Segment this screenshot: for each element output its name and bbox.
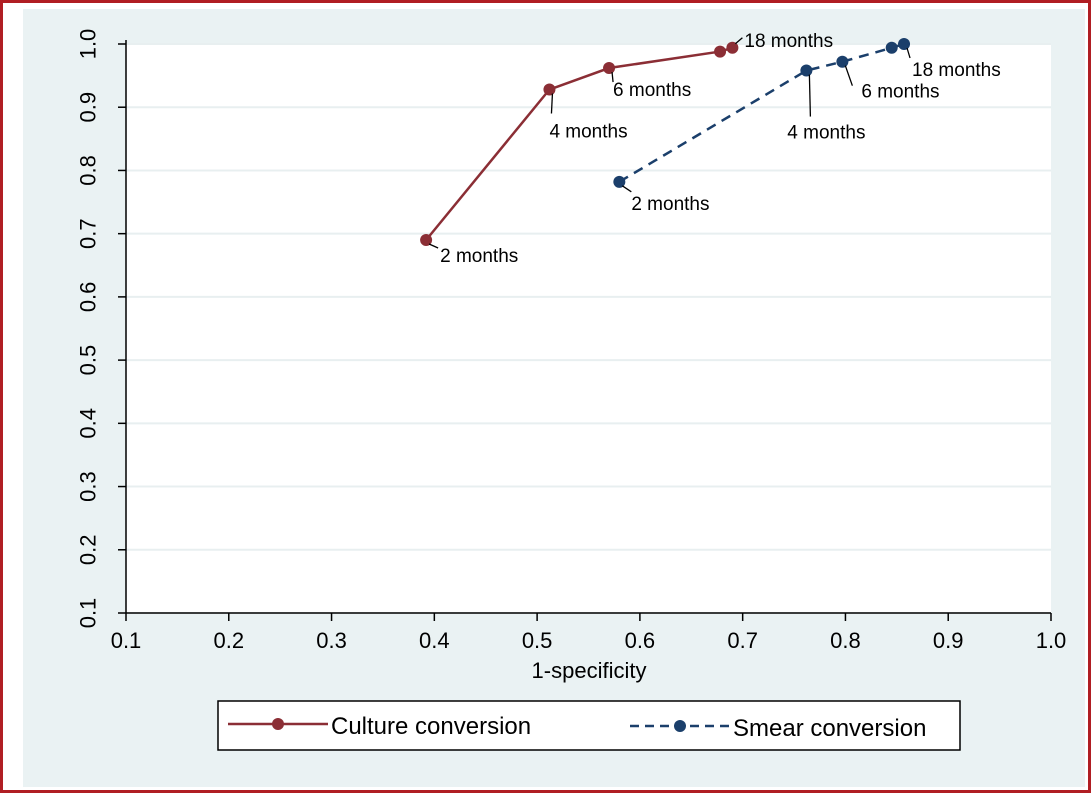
legend-label-culture: Culture conversion (331, 713, 531, 740)
x-tick-label-0: 0.1 (111, 628, 142, 653)
series-1 (613, 38, 911, 188)
y-tick-label-5: 0.6 (76, 282, 101, 313)
legend: Culture conversion Smear conversion (217, 700, 961, 751)
y-tick-label-7: 0.8 (76, 155, 101, 186)
label-leader-0-0 (428, 243, 439, 249)
x-tick-label-9: 1.0 (1036, 628, 1067, 653)
legend-label-smear: Smear conversion (733, 715, 926, 742)
point-label-1-0: 2 months (631, 194, 709, 215)
data-point-0-4 (726, 41, 739, 54)
label-leader-1-2 (844, 65, 853, 86)
point-label-1-4: 18 months (912, 60, 1001, 81)
data-point-1-0 (613, 175, 626, 188)
data-point-0-0 (420, 233, 433, 246)
label-leader-1-4 (906, 47, 911, 59)
label-leader-0-4 (734, 37, 743, 45)
x-axis-title: 1-specificity (532, 658, 647, 683)
point-label-0-1: 4 months (549, 122, 627, 143)
data-point-0-3 (714, 45, 727, 58)
y-tick-label-9: 1.0 (76, 29, 101, 60)
x-tick-label-6: 0.7 (727, 628, 758, 653)
y-tick-label-1: 0.2 (76, 534, 101, 565)
label-leader-1-1 (808, 74, 812, 117)
x-tick-label-1: 0.2 (213, 628, 244, 653)
data-point-1-3 (885, 41, 898, 54)
point-label-1-2: 6 months (861, 82, 939, 103)
point-label-1-1: 4 months (787, 123, 865, 144)
x-tick-label-7: 0.8 (830, 628, 861, 653)
y-tick-label-0: 0.1 (76, 598, 101, 629)
label-leader-1-0 (621, 185, 632, 193)
y-tick-label-3: 0.4 (76, 408, 101, 439)
label-leader-0-1 (550, 93, 554, 114)
x-tick-label-8: 0.9 (933, 628, 964, 653)
label-leader-0-2 (611, 71, 614, 83)
x-tick-label-5: 0.6 (625, 628, 656, 653)
point-label-0-2: 6 months (613, 80, 691, 101)
legend-box (217, 700, 961, 751)
data-point-1-2 (836, 55, 849, 68)
legend-marker-culture (272, 718, 284, 730)
x-tick-label-4: 0.5 (522, 628, 553, 653)
y-tick-label-6: 0.7 (76, 218, 101, 249)
y-tick-label-8: 0.9 (76, 92, 101, 123)
data-point-0-2 (603, 62, 616, 75)
axes: 0.1 0.2 0.3 0.4 0.5 0.6 0.7 0.8 0.9 1.0 0.1 0.2 0.3 0… (76, 29, 1067, 653)
series-layer (420, 38, 911, 246)
series-0 (420, 41, 739, 246)
y-tick-label-4: 0.5 (76, 345, 101, 376)
x-tick-label-2: 0.3 (316, 628, 347, 653)
data-point-1-4 (898, 38, 911, 50)
x-tick-label-3: 0.4 (419, 628, 450, 653)
data-point-0-1 (543, 83, 556, 96)
y-tick-label-2: 0.3 (76, 471, 101, 502)
legend-marker-smear (674, 720, 686, 732)
point-label-0-4: 18 months (744, 31, 833, 52)
data-point-1-1 (800, 64, 813, 77)
plot-area (126, 44, 1051, 613)
point-label-0-0: 2 months (440, 246, 518, 267)
